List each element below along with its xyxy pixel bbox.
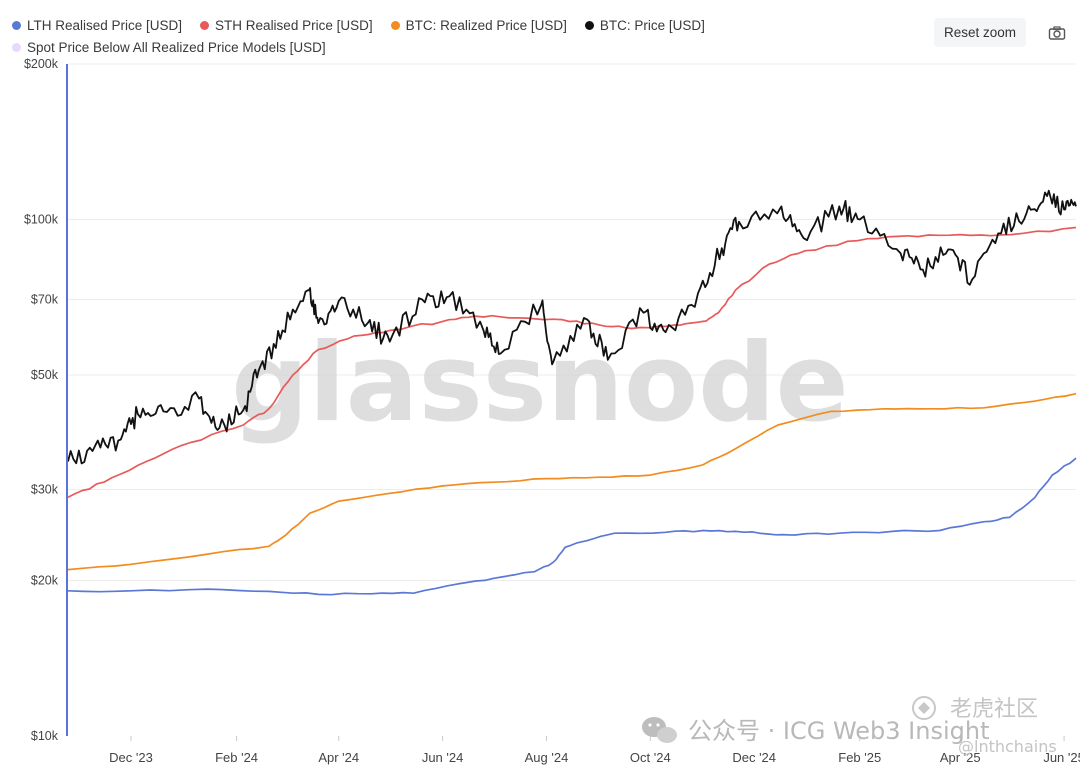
legend-row-2: Spot Price Below All Realized Price Mode… [12,36,892,58]
chart-toolbar: Reset zoom [933,18,1068,47]
y-tick-label: $70k [31,292,59,306]
y-tick-label: $10k [31,729,59,743]
x-tick-label: Apr '24 [318,750,359,765]
x-tick-label: Oct '24 [630,750,671,765]
realized-price-line [67,392,1077,571]
y-tick-label: $30k [31,483,59,497]
legend-label-spot-below: Spot Price Below All Realized Price Mode… [27,39,326,55]
btc-price-line [67,189,1077,465]
legend-label-price: BTC: Price [USD] [599,17,705,33]
x-tick-label: Jun '25 [1043,750,1080,765]
legend-label-realized: BTC: Realized Price [USD] [405,17,567,33]
footer-watermark: 公众号 · ICG Web3 Insight 老虎社区 @lnthchains [642,696,1057,756]
y-axis-ticks: $10k $20k $30k $50k $70k $100k $200k [24,57,59,743]
legend-label-sth: STH Realised Price [USD] [215,17,373,33]
legend-dot-sth [200,20,210,30]
y-tick-label: $50k [31,368,59,382]
community-text: 老虎社区 [950,697,1038,722]
tiger-community-icon [912,696,936,720]
legend-dot-lth [12,20,21,30]
wechat-icon [642,717,677,743]
legend-item-spot-below[interactable]: Spot Price Below All Realized Price Mode… [12,40,326,55]
legend-dot-spot-below [12,42,21,52]
legend-item-lth[interactable]: LTH Realised Price [USD] [12,18,182,33]
legend-dot-price [584,20,594,30]
watermark-brand: glassnode [231,321,848,446]
glassnode-watermark: glassnode [231,321,848,446]
lth-line [67,457,1077,596]
legend-item-realized[interactable]: BTC: Realized Price [USD] [390,17,567,33]
legend-label-lth: LTH Realised Price [USD] [27,17,183,33]
reset-zoom-button[interactable]: Reset zoom [933,18,1026,47]
legend-dot-realized [390,20,400,30]
footer-wechat-text: 公众号 · ICG Web3 Insight [688,717,990,745]
x-tick-label: Dec '24 [732,750,776,765]
x-tick-label: Feb '24 [215,750,258,765]
chart-legend: LTH Realised Price [USD] STH Realised Pr… [12,14,892,58]
camera-icon[interactable] [1046,22,1068,44]
sth-line [67,226,1077,498]
x-axis-ticks: Dec '23 Feb '24 Apr '24 Jun '24 Aug '24 Oct '… [109,736,1080,765]
x-tick-label: Aug '24 [525,750,569,765]
y-tick-label: $100k [24,212,59,226]
x-tick-label: Jun '24 [422,750,464,765]
handle-text: @lnthchains [958,737,1057,756]
x-tick-label: Apr '25 [940,750,981,765]
legend-item-price[interactable]: BTC: Price [USD] [584,17,705,33]
series-lines [67,189,1077,596]
y-tick-label: $200k [24,57,59,71]
legend-item-sth[interactable]: STH Realised Price [USD] [200,18,373,33]
grid-lines [68,63,1076,582]
y-tick-label: $20k [31,574,59,588]
legend-row-1: LTH Realised Price [USD] STH Realised Pr… [12,14,892,36]
x-tick-label: Feb '25 [838,750,881,765]
x-tick-label: Dec '23 [109,750,153,765]
